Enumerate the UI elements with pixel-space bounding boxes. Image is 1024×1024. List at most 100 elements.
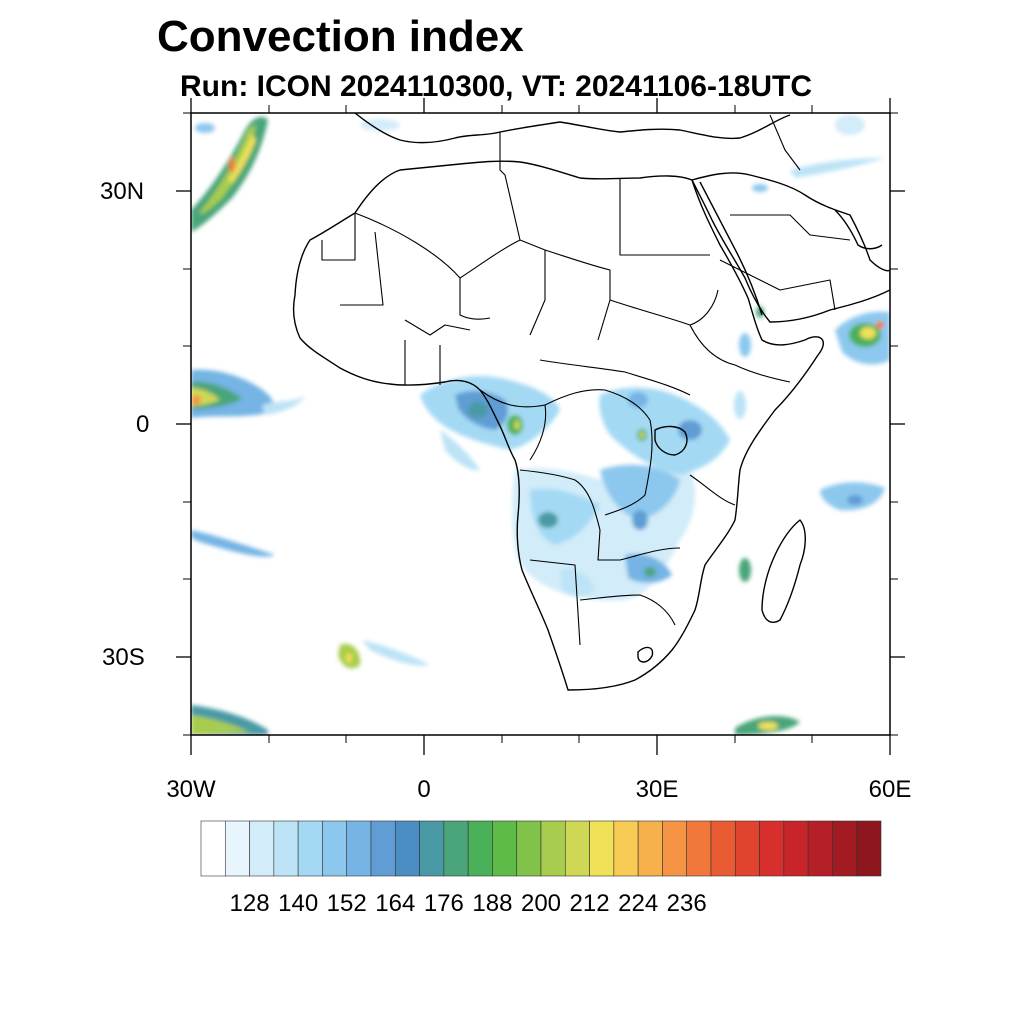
convection-indian-ocean-core <box>847 495 863 505</box>
map-subtitle: Run: ICON 2024110300, VT: 20241106-18UTC <box>180 70 813 103</box>
colorbar-swatch <box>394 820 420 877</box>
madagascar-coastline <box>761 519 806 623</box>
lat-label-30s: 30S <box>102 644 145 671</box>
colorbar-label: 188 <box>472 890 513 917</box>
colorbar-swatch <box>346 820 372 877</box>
convection-drc-south <box>600 464 680 520</box>
convection-victoria <box>678 420 702 440</box>
convection-southern-ocean-se-peak <box>758 722 778 730</box>
colorbar-label: 200 <box>520 890 562 917</box>
colorbar-swatch <box>492 820 518 877</box>
colorbar-swatch <box>224 820 250 877</box>
lesotho <box>637 646 654 663</box>
convection-med-patch <box>360 119 400 131</box>
border <box>769 114 801 171</box>
border <box>544 249 611 341</box>
coastlines <box>292 113 890 691</box>
convection-atlantic-tail <box>262 396 305 415</box>
colorbar-swatch <box>759 820 785 877</box>
lon-label-0: 0 <box>417 776 431 803</box>
convection-angola-peak <box>538 512 558 528</box>
convection-guinea-tail <box>440 430 480 471</box>
border <box>730 214 851 241</box>
border <box>499 132 521 241</box>
colorbar-swatch <box>807 820 833 877</box>
convection-angola <box>530 488 600 545</box>
convection-kenya <box>734 391 746 419</box>
colorbar-swatch <box>686 820 712 877</box>
convection-caspian-patch <box>835 115 865 135</box>
border <box>404 319 471 336</box>
border <box>689 324 791 383</box>
colorbar-label: 224 <box>618 890 659 917</box>
convection-peak-nw <box>229 157 235 173</box>
border <box>519 239 546 336</box>
border <box>609 289 719 326</box>
colorbar-swatch <box>613 820 639 877</box>
colorbar-swatch <box>516 820 542 877</box>
colorbar-swatch <box>637 820 663 877</box>
colorbar-swatch <box>832 820 858 877</box>
colorbar-swatch <box>564 820 590 877</box>
colorbar-label: 164 <box>375 890 416 917</box>
colorbar-swatch <box>540 820 566 877</box>
convection-field <box>191 115 890 735</box>
convection-congo-max <box>514 420 520 430</box>
arabia-coastline <box>691 172 890 323</box>
colorbar-swatch <box>467 820 493 877</box>
europe-coastline <box>354 113 791 144</box>
border <box>539 359 691 396</box>
border <box>689 474 736 506</box>
colorbar-label: 128 <box>229 890 270 917</box>
convection-south-atlantic-streak-2 <box>362 640 430 666</box>
border <box>619 178 710 256</box>
lon-label-60e: 60E <box>868 776 912 803</box>
convection-south-atlantic-streak <box>191 530 275 557</box>
colorbar-swatch <box>734 820 760 877</box>
convection-atlantic-west-max <box>191 395 201 405</box>
convection-east-africa <box>599 387 730 475</box>
country-borders <box>321 114 851 646</box>
colorbar-label: 140 <box>278 890 319 917</box>
convection-zimbabwe-peak <box>644 567 656 577</box>
colorbar-swatch <box>273 820 299 877</box>
colorbar-label: 152 <box>326 890 367 917</box>
convection-st-helena-peak <box>346 653 352 663</box>
convection-arabian-sea-max <box>876 321 884 329</box>
colorbar-label: 176 <box>423 890 464 917</box>
convection-southern-ocean-sw-core <box>191 715 250 735</box>
border <box>604 419 653 516</box>
lat-label-0: 0 <box>136 411 150 438</box>
colorbar-swatch <box>710 820 736 877</box>
colorbar-swatch <box>419 820 445 877</box>
colorbar-swatch <box>200 820 226 877</box>
convection-congo-peak <box>468 402 488 418</box>
border <box>579 594 676 626</box>
convection-madagascar <box>739 558 751 582</box>
convection-namibia <box>560 568 595 597</box>
convection-arabian-sea-peak <box>860 327 876 339</box>
colorbar-swatch <box>783 820 809 877</box>
axis-minor-ticks <box>183 105 898 743</box>
persian-gulf <box>834 209 883 250</box>
colorbar-swatch <box>443 820 469 877</box>
convection-ethiopia <box>739 333 751 357</box>
lon-label-30w: 30W <box>166 776 216 803</box>
border <box>519 469 601 531</box>
colorbar-swatch <box>297 820 323 877</box>
convection-zambia-peak <box>632 510 648 530</box>
colorbar-swatch <box>370 820 396 877</box>
colorbar-swatch <box>856 820 882 877</box>
lake-victoria <box>654 425 688 456</box>
africa-coastline <box>292 160 824 691</box>
border <box>340 231 384 306</box>
lon-label-30e: 30E <box>635 776 679 803</box>
convection-east-africa-core <box>628 392 648 408</box>
convection-middle-east-streak <box>790 158 885 178</box>
convection-core-nw <box>200 124 256 214</box>
convection-east-africa-max <box>640 432 644 438</box>
convection-egypt-patch <box>752 184 768 192</box>
border <box>479 389 547 461</box>
colorbar-swatch <box>249 820 275 877</box>
map-title: Convection index <box>157 12 524 61</box>
